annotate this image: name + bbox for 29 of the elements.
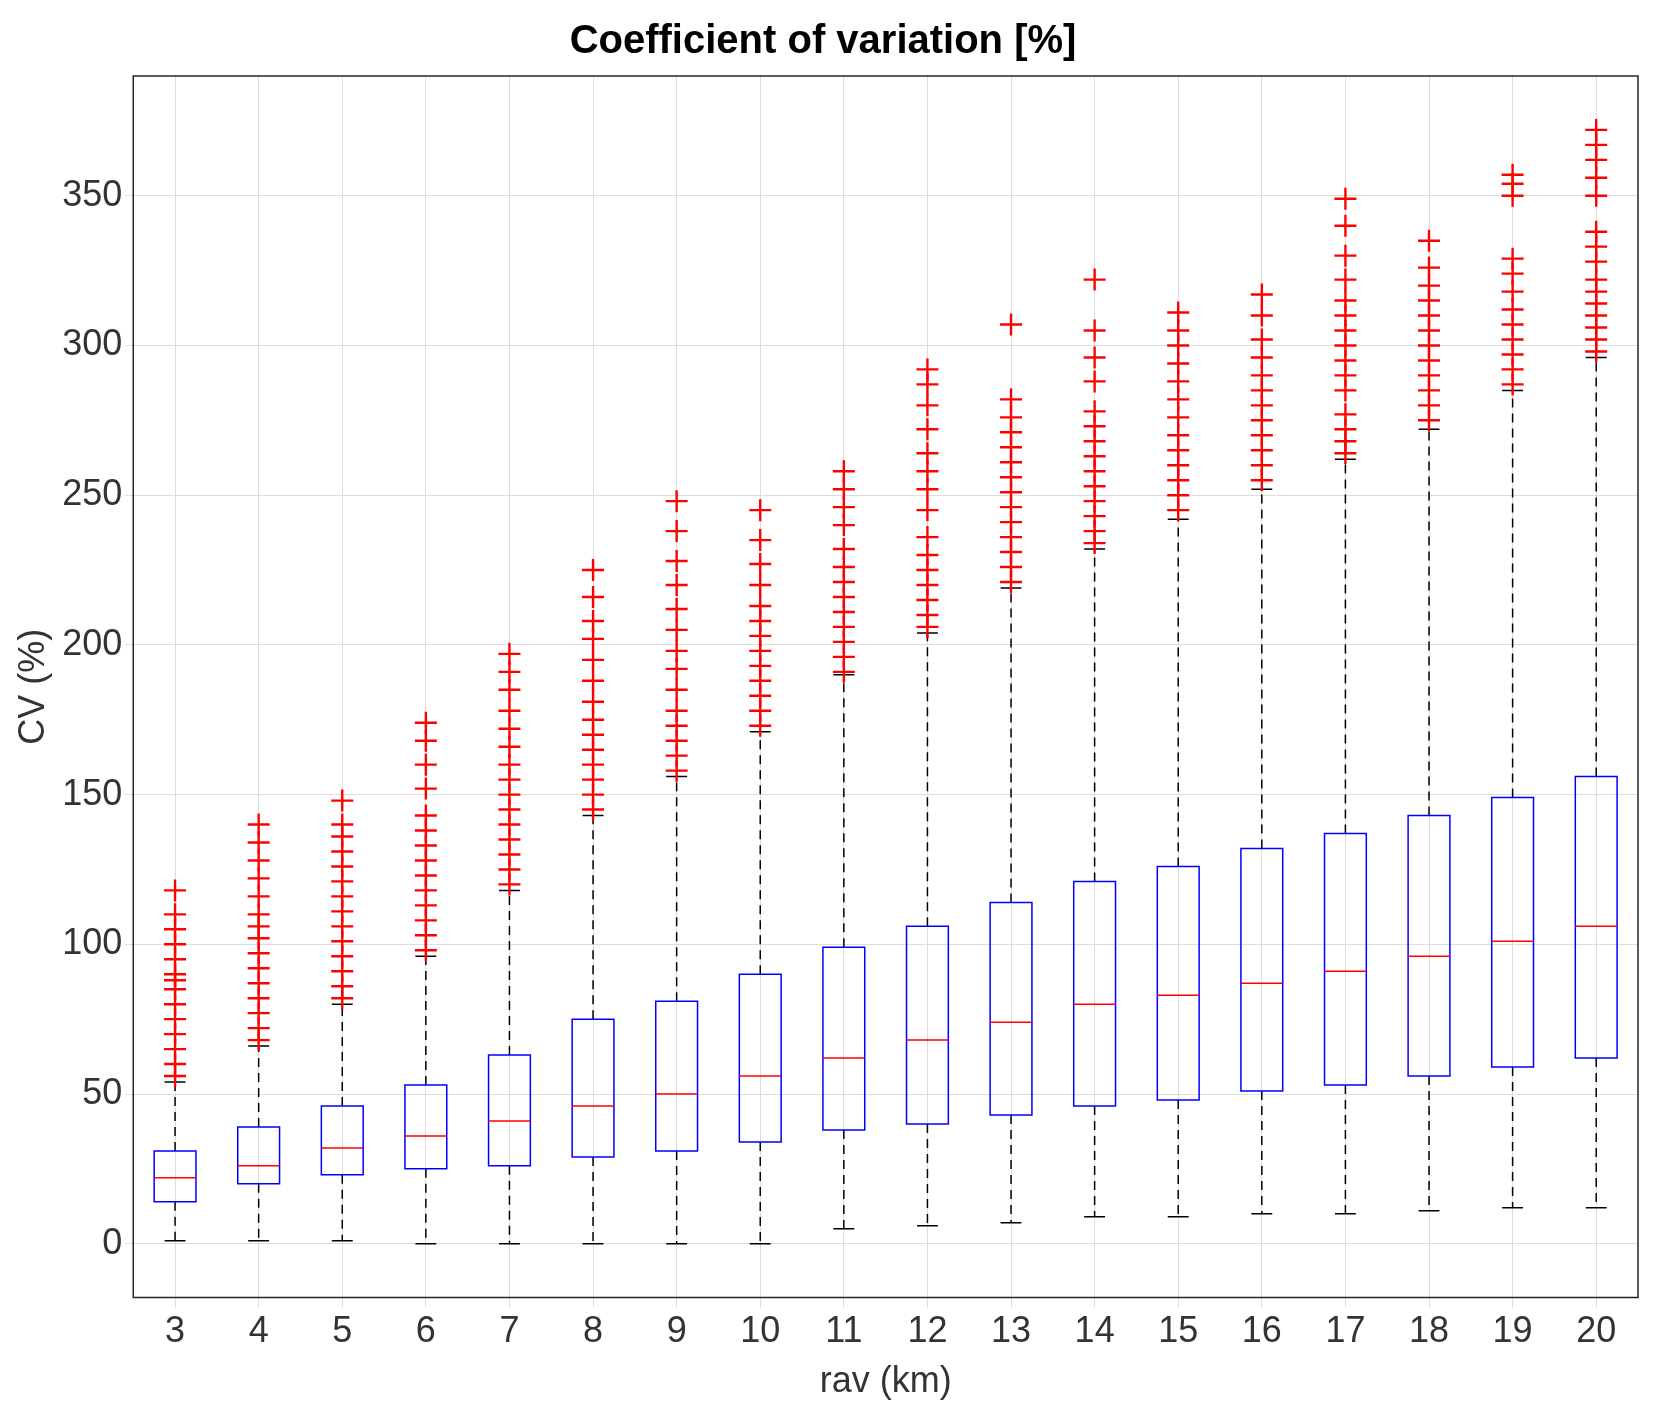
y-tick-label: 50 (82, 1070, 123, 1112)
x-axis-title: rav (km) (819, 1359, 952, 1401)
x-tick-label: 20 (1576, 1309, 1617, 1351)
x-tick-label: 5 (332, 1309, 353, 1351)
chart-title: Coefficient of variation [%] (569, 17, 1077, 62)
x-tick-label: 9 (666, 1309, 687, 1351)
x-tick-label: 6 (415, 1309, 436, 1351)
x-tick-label: 4 (248, 1309, 269, 1351)
x-tick-label: 15 (1158, 1309, 1199, 1351)
x-tick-label: 14 (1074, 1309, 1115, 1351)
y-tick-label: 300 (62, 322, 123, 364)
y-tick-label: 200 (62, 621, 123, 663)
y-tick-label: 350 (62, 172, 123, 214)
x-tick-label: 13 (991, 1309, 1032, 1351)
y-tick-label: 150 (62, 771, 123, 813)
x-tick-label: 12 (907, 1309, 948, 1351)
x-tick-label: 3 (165, 1309, 186, 1351)
x-tick-label: 7 (499, 1309, 520, 1351)
x-tick-label: 11 (825, 1309, 863, 1351)
x-tick-label: 19 (1492, 1309, 1533, 1351)
x-tick-label: 8 (583, 1309, 604, 1351)
y-tick-label: 250 (62, 472, 123, 514)
x-tick-label: 17 (1325, 1309, 1366, 1351)
y-axis-title: CV (%) (10, 628, 52, 745)
x-tick-label: 10 (740, 1309, 781, 1351)
x-tick-label: 18 (1408, 1309, 1450, 1351)
x-tick-label: 16 (1241, 1309, 1282, 1351)
y-tick-label: 100 (62, 921, 123, 963)
y-tick-label: 0 (102, 1220, 123, 1262)
